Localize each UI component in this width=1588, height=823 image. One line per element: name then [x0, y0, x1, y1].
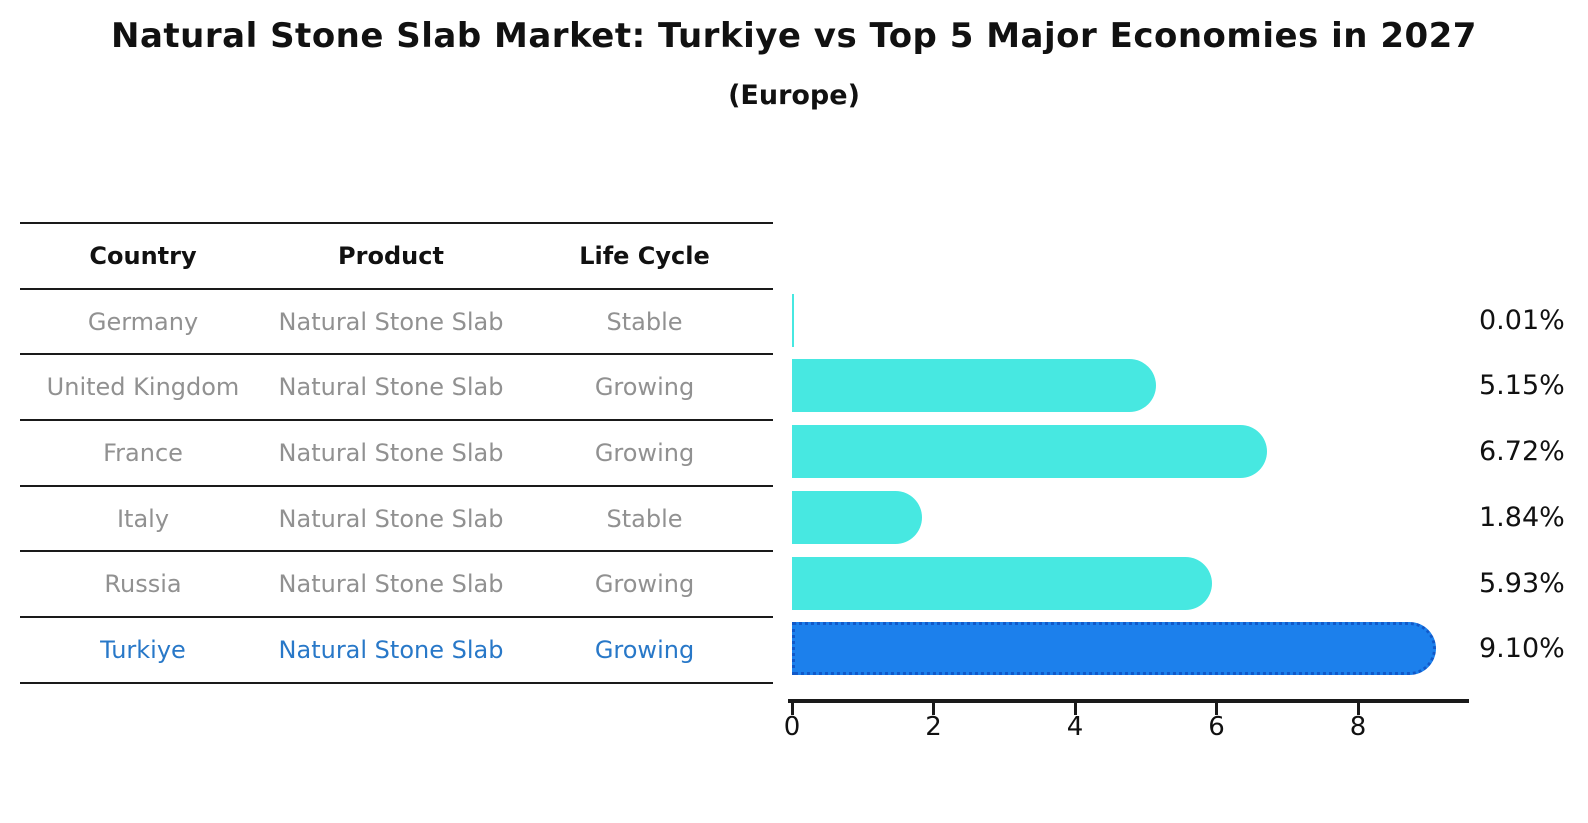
cell-life_cycle: Stable — [606, 307, 683, 336]
bar-germany — [792, 293, 794, 347]
x-tick-label-6: 6 — [1208, 712, 1225, 742]
cell-product: Natural Stone Slab — [278, 504, 504, 533]
x-tick-6 — [1215, 703, 1218, 715]
cell-life_cycle: Stable — [606, 504, 683, 533]
cell-product: Natural Stone Slab — [278, 373, 504, 402]
bar-turkiye — [792, 622, 1436, 676]
x-tick-label-2: 2 — [925, 712, 942, 742]
bar-united-kingdom — [792, 359, 1157, 413]
table-row-france: France Natural Stone Slab Growing — [20, 421, 773, 487]
bar-france — [792, 425, 1268, 479]
table-header-life-cycle: Life Cycle — [579, 241, 710, 270]
table-row-italy: Italy Natural Stone Slab Stable — [20, 487, 773, 553]
x-tick-4 — [1073, 703, 1077, 715]
value-label-turkiye: 9.10% — [1479, 633, 1565, 665]
cell-product: Natural Stone Slab — [278, 635, 504, 664]
chart-title: Natural Stone Slab Market: Turkiye vs To… — [111, 16, 1477, 56]
table-row-turkiye: Turkiye Natural Stone Slab Growing — [20, 618, 773, 684]
x-tick-8 — [1356, 703, 1360, 715]
value-label-united-kingdom: 5.15% — [1479, 370, 1565, 402]
x-tick-label-4: 4 — [1066, 712, 1084, 742]
cell-life_cycle: Growing — [594, 635, 695, 664]
value-label-italy: 1.84% — [1479, 501, 1565, 533]
cell-country: Italy — [116, 504, 170, 533]
cell-country: Turkiye — [100, 635, 186, 664]
table-row-russia: Russia Natural Stone Slab Growing — [20, 552, 773, 619]
bar-russia — [792, 556, 1212, 610]
cell-product: Natural Stone Slab — [278, 438, 504, 467]
value-label-russia: 5.93% — [1479, 567, 1565, 599]
cell-life_cycle: Growing — [594, 570, 695, 599]
country-table: Country Product Life Cycle Germany Natural S… — [20, 222, 773, 684]
value-label-france: 6.72% — [1479, 436, 1565, 468]
cell-product: Natural Stone Slab — [278, 570, 504, 599]
cell-life_cycle: Growing — [594, 438, 695, 467]
bar-italy — [792, 490, 923, 544]
x-tick-label-8: 8 — [1349, 712, 1367, 742]
value-label-germany: 0.01% — [1479, 304, 1565, 336]
cell-country: Germany — [87, 307, 199, 336]
table-row-germany: Germany Natural Stone Slab Stable — [20, 290, 773, 356]
x-tick-0 — [790, 703, 794, 715]
cell-life_cycle: Growing — [594, 373, 695, 402]
x-tick-label-0: 0 — [783, 712, 801, 742]
table-header-country: Country — [89, 241, 197, 270]
chart-subtitle: (Europe) — [728, 80, 860, 111]
cell-product: Natural Stone Slab — [278, 307, 504, 336]
x-axis-line — [788, 699, 1469, 703]
table-row-united-kingdom: United Kingdom Natural Stone Slab Growing — [20, 355, 773, 422]
cell-country: Russia — [104, 570, 182, 599]
table-header-row: Country Product Life Cycle — [20, 224, 773, 290]
table-header-product: Product — [338, 241, 444, 270]
cell-country: France — [103, 438, 183, 467]
cell-country: United Kingdom — [46, 373, 240, 402]
x-tick-2 — [932, 703, 935, 715]
